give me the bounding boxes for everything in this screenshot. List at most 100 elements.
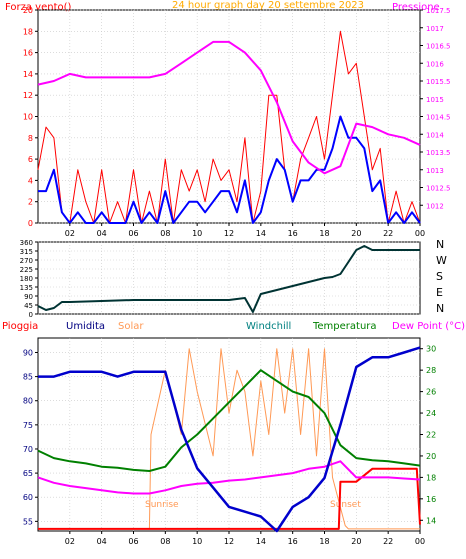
p1-ytick-right-label-1014.5: 1014.5: [426, 114, 451, 122]
p1-xtick-label-00: 00: [415, 229, 425, 238]
p2-ytick-label-45: 45: [24, 302, 33, 310]
legend-dewpoint: Dew Point (°C): [392, 321, 465, 332]
compass-s: S: [436, 270, 443, 283]
p3-ytick-label-85: 85: [23, 373, 33, 382]
p1-ytick-label-0: 0: [28, 219, 33, 228]
compass-n-top: N: [436, 238, 444, 251]
p3-ytick-label-75: 75: [23, 421, 33, 430]
p1-ytick-label-8: 8: [28, 134, 33, 143]
p1-ytick-right-label-1013.5: 1013.5: [426, 149, 451, 157]
p1-ytick-right-label-1014: 1014: [426, 131, 444, 139]
p1-ytick-label-16: 16: [23, 49, 33, 58]
compass-w: W: [436, 254, 447, 267]
p3-ytick-right-label-18: 18: [426, 473, 436, 482]
p3-ytick-label-55: 55: [23, 517, 33, 526]
p1-xtick-label-06: 06: [128, 229, 138, 238]
p1-ytick-label-12: 12: [23, 91, 33, 100]
p2-ytick-label-0: 0: [29, 311, 33, 319]
p3-xtick-label-18: 18: [319, 537, 329, 546]
p2-ytick-label-315: 315: [20, 248, 33, 256]
p3-ytick-right-label-26: 26: [426, 388, 436, 397]
p3-ytick-label-80: 80: [23, 397, 33, 406]
compass-e: E: [436, 286, 443, 299]
p3-xtick-label-12: 12: [224, 537, 234, 546]
p3-ytick-right-label-14: 14: [426, 516, 436, 525]
p3-xtick-label-00: 00: [415, 537, 425, 546]
pressure-line: [37, 40, 421, 175]
p3-ytick-label-65: 65: [23, 469, 33, 478]
p2-ytick-label-270: 270: [20, 257, 33, 265]
p1-ytick-label-10: 10: [23, 113, 33, 122]
compass-n-bottom: N: [436, 302, 444, 315]
sunset-label: Sunset: [330, 500, 361, 510]
legend-windchill: Windchill: [246, 321, 291, 332]
p1-xtick-label-20: 20: [351, 229, 361, 238]
p2-ytick-label-135: 135: [20, 284, 33, 292]
pressure-axis-label: Pressione: [392, 2, 440, 13]
sunrise-label: Sunrise: [145, 500, 179, 510]
p1-ytick-right-label-1015: 1015: [426, 96, 444, 104]
p1-xtick-label-10: 10: [192, 229, 202, 238]
umidita-line: [38, 346, 421, 533]
p3-xtick-label-06: 06: [128, 537, 138, 546]
legend-umidita: Umidita: [66, 321, 105, 332]
legend: Pioggia Umidita Solar Windchill Temperat…: [2, 321, 465, 332]
legend-pioggia: Pioggia: [2, 321, 38, 332]
p1-ytick-label-20: 20: [23, 6, 33, 15]
p1-ytick-right-label-1017: 1017: [426, 25, 444, 33]
p3-ytick-right-label-30: 30: [426, 345, 436, 354]
wind-axis-label: Forza vento(): [5, 2, 72, 13]
p3-ytick-right-label-22: 22: [426, 431, 436, 440]
p1-ytick-label-18: 18: [23, 27, 33, 36]
p1-xtick-label-16: 16: [288, 229, 298, 238]
p3-ytick-label-60: 60: [23, 493, 33, 502]
p3-ytick-right-label-16: 16: [426, 495, 436, 504]
p1-xtick-label-12: 12: [224, 229, 234, 238]
p3-xtick-label-14: 14: [256, 537, 266, 546]
p1-ytick-label-14: 14: [23, 70, 33, 79]
p1-xtick-label-14: 14: [256, 229, 266, 238]
pioggia-line: [38, 467, 421, 530]
wind-gust-line: [37, 30, 421, 224]
p2-ytick-label-360: 360: [20, 239, 33, 247]
p1-ytick-right-label-1017.5: 1017.5: [426, 7, 451, 15]
p1-ytick-right-label-1013: 1013: [426, 167, 444, 175]
legend-solar: Solar: [118, 321, 144, 332]
p3-ytick-right-label-28: 28: [426, 366, 436, 375]
p3-ytick-right-label-24: 24: [426, 409, 436, 418]
p3-xtick-label-20: 20: [351, 537, 361, 546]
p3-xtick-label-16: 16: [288, 537, 298, 546]
solar-line: [38, 348, 420, 530]
p1-ytick-right-label-1012.5: 1012.5: [426, 185, 451, 193]
temperatura-line: [37, 369, 421, 472]
dew-point-c-line: [37, 460, 421, 495]
chart-title: 24 hour graph day 20 settembre 2023: [172, 0, 364, 11]
p1-ytick-label-6: 6: [28, 155, 33, 164]
compass-labels: N W S E N: [436, 238, 447, 315]
p1-ytick-label-4: 4: [28, 176, 33, 185]
p1-xtick-label-02: 02: [65, 229, 75, 238]
p2-ytick-label-180: 180: [20, 275, 33, 283]
p1-ytick-right-label-1015.5: 1015.5: [426, 78, 451, 86]
p3-xtick-label-08: 08: [160, 537, 170, 546]
p2-ytick-label-225: 225: [20, 266, 33, 274]
p1-xtick-label-08: 08: [160, 229, 170, 238]
p3-xtick-label-02: 02: [65, 537, 75, 546]
p3-ytick-label-70: 70: [23, 445, 33, 454]
p1-ytick-label-2: 2: [28, 198, 33, 207]
legend-temperatura: Temperatura: [312, 321, 377, 332]
p1-xtick-label-22: 22: [383, 229, 393, 238]
p3-ytick-label-90: 90: [23, 348, 33, 357]
p3-ytick-right-label-20: 20: [426, 452, 436, 461]
wind-direction-line: [37, 245, 420, 313]
p1-xtick-label-04: 04: [97, 229, 107, 238]
p3-xtick-label-22: 22: [383, 537, 393, 546]
p3-xtick-label-10: 10: [192, 537, 202, 546]
wind-speed-line: [38, 115, 421, 224]
p1-ytick-right-label-1012: 1012: [426, 202, 444, 210]
p1-ytick-right-label-1016: 1016: [426, 60, 444, 68]
p1-ytick-right-label-1016.5: 1016.5: [426, 43, 451, 51]
p1-xtick-label-18: 18: [319, 229, 329, 238]
